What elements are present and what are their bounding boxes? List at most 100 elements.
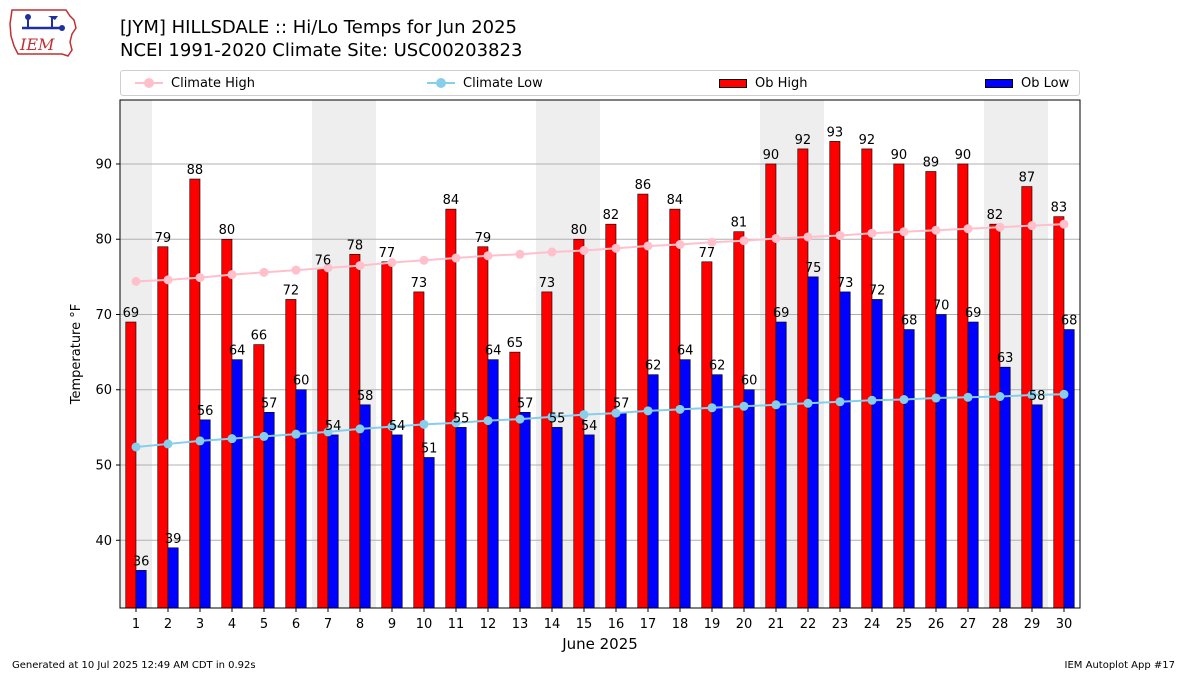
legend-label-climate-low: Climate Low [463,75,543,91]
ob-high-label: 92 [795,133,812,148]
climate-low-point [1059,389,1069,399]
y-tick-label: 80 [95,233,112,248]
x-tick-label: 15 [576,617,593,632]
climate-high-point [707,237,717,247]
ob-low-label: 58 [357,389,374,404]
climate-low-point [675,404,685,414]
climate-high-line [135,223,1065,283]
ob-high-bar [733,231,745,609]
ob-high-label: 92 [859,133,876,148]
climate-high-point [515,249,525,259]
ob-high-bar [317,269,329,609]
ob-low-label: 60 [741,374,758,389]
ob-high-label: 79 [475,231,492,246]
climate-high-point [643,241,653,251]
ob-low-bar [295,389,307,609]
ob-low-label: 51 [421,441,438,456]
ob-high-label: 90 [955,148,972,163]
climate-high-point [771,233,781,243]
climate-high-point [739,236,749,246]
ob-low-label: 72 [869,283,886,298]
ob-low-bar [967,321,979,609]
ob-low-label: 64 [485,344,502,359]
climate-high-point [451,253,461,263]
climate-high-point [899,227,909,237]
legend-label-climate-high: Climate High [171,75,256,91]
ob-high-label: 84 [443,193,460,208]
ob-low-label: 36 [133,554,150,569]
climate-low-point [547,412,557,422]
climate-high-point [867,228,877,238]
plot-frame [119,99,1081,609]
climate-low-point [291,429,301,439]
ob-low-label: 57 [517,396,534,411]
x-tick-label: 14 [544,617,561,632]
climate-high-point [291,265,301,275]
ob-low-bar [775,321,787,609]
ob-high-label: 87 [1019,171,1036,186]
ob-low-bar [583,434,595,609]
climate-low-point [579,410,589,420]
ob-low-bar [423,457,435,609]
ob-low-label: 57 [261,396,278,411]
climate-high-point [611,243,621,253]
climate-high-point [1059,219,1069,229]
x-tick-label: 20 [736,617,753,632]
x-tick-label: 3 [196,617,204,632]
climate-low-point [803,398,813,408]
ob-low-swatch [985,78,1013,88]
legend-item-climate-high: Climate High [135,71,255,95]
ob-low-label: 75 [805,261,822,276]
ob-low-bar [263,412,275,609]
ob-low-label: 57 [613,396,630,411]
ob-high-bar [445,208,457,609]
climate-high-point [227,270,237,280]
ob-low-bar [999,366,1011,609]
ob-low-bar [167,547,179,609]
ob-low-bar [135,570,147,609]
ob-high-bar [253,344,265,609]
ob-low-label: 58 [1029,389,1046,404]
x-tick-label: 27 [960,617,977,632]
climate-high-point [163,275,173,285]
ob-low-label: 54 [389,419,406,434]
climate-low-point [355,424,365,434]
ob-high-bar [637,193,649,609]
climate-low-point [1027,390,1037,400]
x-tick-label: 22 [800,617,817,632]
climate-low-point [483,416,493,426]
ob-low-bar [679,359,691,609]
ob-high-bar [765,163,777,609]
ob-low-label: 70 [933,298,950,313]
ob-high-bar [925,171,937,609]
ob-low-bar [327,434,339,609]
climate-high-point [579,246,589,256]
ob-low-label: 63 [997,351,1014,366]
x-tick-label: 30 [1056,617,1073,632]
ob-high-label: 82 [987,208,1004,223]
climate-high-point [931,225,941,235]
climate-low-point [771,400,781,410]
x-tick-label: 7 [324,617,332,632]
iem-logo: IEM [9,9,77,57]
climate-low-point [515,414,525,424]
x-tick-label: 19 [704,617,721,632]
ob-high-bar [861,148,873,609]
climate-low-point [419,419,429,429]
ob-low-label: 62 [645,359,662,374]
ob-high-bar [829,141,841,609]
ob-low-bar [1063,329,1075,609]
ob-low-label: 60 [293,374,310,389]
climate-low-point [611,408,621,418]
climate-low-point [227,434,237,444]
climate-high-point [355,261,365,271]
ob-low-bar [199,419,211,609]
x-tick-label: 8 [356,617,364,632]
ob-low-label: 39 [165,532,182,547]
x-tick-label: 21 [768,617,785,632]
ob-low-bar [391,434,403,609]
ob-low-bar [519,412,531,609]
climate-low-point [739,401,749,411]
ob-low-label: 68 [901,314,918,329]
